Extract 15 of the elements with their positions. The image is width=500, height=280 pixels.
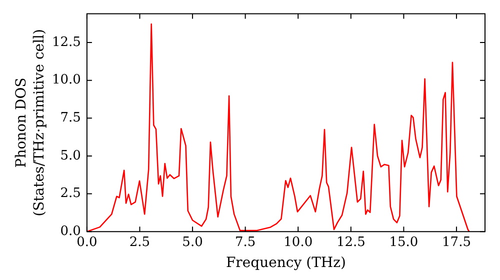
x-tick-label: 2.5 <box>129 234 150 250</box>
x-tick-label: 0.0 <box>76 234 98 250</box>
x-tick-label: 15.0 <box>389 234 418 250</box>
y-tick-label: 5.0 <box>60 148 81 164</box>
y-tick-label: 12.5 <box>52 34 81 50</box>
x-axis-title: Frequency (THz) <box>226 255 346 272</box>
x-tick-label: 10.0 <box>284 234 313 250</box>
y-tick-label: 7.5 <box>60 110 81 126</box>
x-tick-label: 5.0 <box>182 234 203 250</box>
y-axis-title: Phonon DOS (States/THz·primitive cell) <box>14 29 48 216</box>
x-tick-label: 12.5 <box>336 234 366 250</box>
y-tick-label: 2.5 <box>60 186 81 202</box>
y-tick-label: 10.0 <box>52 72 81 88</box>
x-tick-label: 7.5 <box>234 234 256 250</box>
x-tick-label: 17.5 <box>442 234 471 250</box>
